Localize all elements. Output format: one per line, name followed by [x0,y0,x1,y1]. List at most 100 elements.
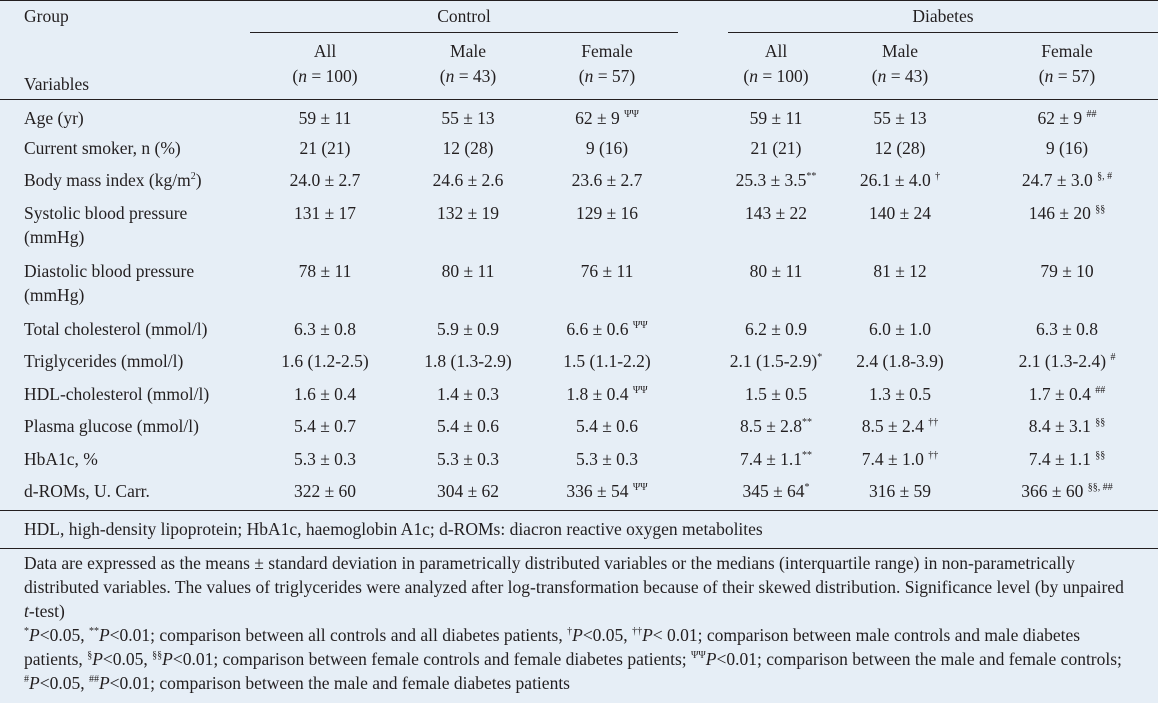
cell-value: 1.6 (1.2-2.5) [281,351,369,371]
subcol-n: (n = 100) [743,66,809,86]
cell-value: 140 ± 24 [868,202,932,223]
cell-value: 24.6 ± 2.6 [432,170,504,190]
subcol-n: (n = 57) [1038,66,1096,86]
table-cell: 2.1 (1.3-2.4) # [976,345,1158,378]
p-symbol: P [572,624,583,645]
significance-marker: ΨΨ [632,319,648,331]
table-cell: 24.6 ± 2.6 [400,164,536,197]
cell-value: 9 (16) [585,137,629,158]
table-body: Age (yr) 59 ± 11 55 ± 13 62 ± 9 ΨΨ 59 ± 11 55… [0,99,1158,510]
legend-marker: § [87,649,93,661]
n-symbol: n [749,66,758,86]
p-symbol: P [98,624,110,645]
row-label-text-cont: (mmHg) [24,284,85,305]
significance-marker: §§ [1095,203,1106,215]
subcol-name: All [764,41,788,61]
row-gap [678,99,728,132]
table-cell: 304 ± 62 [400,475,536,510]
table-cell: 5.3 ± 0.3 [536,443,678,476]
cell-value: 78 ± 11 [298,260,352,281]
table-cell: 24.7 ± 3.0 §, # [976,164,1158,197]
significance-marker: ΨΨ [632,384,648,396]
table-cell: 78 ± 11 [250,255,400,313]
table-cell: 7.4 ± 1.1** [728,443,824,476]
cell-value: 5.4 ± 0.6 [575,416,639,436]
significance-marker: ** [806,171,817,182]
significance-marker: ## [1086,108,1097,120]
table-row: d-ROMs, U. Carr. 322 ± 60 304 ± 62 336 ± 54… [0,475,1158,510]
table-cell: 6.3 ± 0.8 [250,313,400,346]
row-label: d-ROMs, U. Carr. [0,475,250,510]
table-cell: 6.6 ± 0.6 ΨΨ [536,313,678,346]
cell-value: 7.4 ± 1.1 [1028,448,1096,469]
cell-value: 1.8 ± 0.4 [566,383,633,404]
cell-value: 2.4 (1.8-3.9) [856,351,944,371]
footnote-abbreviations: HDL, high-density lipoprotein; HbA1c, ha… [24,518,763,539]
table-cell: 131 ± 17 [250,197,400,255]
row-gap [678,378,728,411]
significance-marker: §§, ## [1087,482,1113,493]
row-label: Systolic blood pressure (mmHg) [0,197,250,255]
table-row: Total cholesterol (mmol/l) 6.3 ± 0.8 5.9 ±… [0,313,1158,346]
row-gap [678,255,728,313]
table-cell: 345 ± 64* [728,475,824,510]
table-cell: 322 ± 60 [250,475,400,510]
row-label: Current smoker, n (%) [0,132,250,165]
table-cell: 21 (21) [250,132,400,165]
cell-value: 2.1 (1.5-2.9) [729,351,818,371]
cell-value: 5.4 ± 0.6 [436,416,500,436]
subcol-name: All [313,41,337,61]
table-cell: 9 (16) [976,132,1158,165]
significance-marker: ΨΨ [632,482,648,493]
table-cell: 7.4 ± 1.1 §§ [976,443,1158,476]
table-cell: 146 ± 20 §§ [976,197,1158,255]
significance-marker: † [935,171,941,182]
cell-value: 6.2 ± 0.9 [744,318,808,339]
table-cell: 1.5 ± 0.5 [728,378,824,411]
cell-value: 55 ± 13 [441,107,495,128]
row-label: Triglycerides (mmol/l) [0,345,250,378]
significance-marker: §§ [1095,417,1106,428]
table-cell: 62 ± 9 ΨΨ [536,99,678,132]
cell-value: 336 ± 54 [566,481,633,501]
table-cell: 1.6 (1.2-2.5) [250,345,400,378]
cell-value: 25.3 ± 3.5 [735,170,807,190]
cell-value: 1.5 ± 0.5 [744,383,808,404]
table-cell: 5.4 ± 0.6 [400,410,536,443]
table-cell: 336 ± 54 ΨΨ [536,475,678,510]
table-cell: 1.3 ± 0.5 [824,378,976,411]
row-label: Age (yr) [0,99,250,132]
table-cell: 55 ± 13 [824,99,976,132]
row-label-text: Plasma glucose (mmol/l) [24,416,199,436]
cell-value: 304 ± 62 [436,481,500,501]
table-cell: 80 ± 11 [400,255,536,313]
variables-header: Variables [24,73,90,94]
cell-value: 129 ± 16 [575,202,639,223]
table-cell: 8.5 ± 2.8** [728,410,824,443]
subcol-header: Male (n = 43) [824,33,976,99]
table-row: Systolic blood pressure (mmHg) 131 ± 17 132… [0,197,1158,255]
table-cell: 366 ± 60 §§, ## [976,475,1158,510]
n-symbol: n [445,66,455,86]
table-cell: 2.4 (1.8-3.9) [824,345,976,378]
row-label: Body mass index (kg/m2) [24,170,202,190]
significance-marker: ** [802,449,813,461]
p-symbol: P [162,648,173,669]
significance-marker: †† [928,417,939,428]
table-cell: 129 ± 16 [536,197,678,255]
cell-value: 26.1 ± 4.0 [859,170,936,190]
table-cell: 76 ± 11 [536,255,678,313]
cell-value: 7.4 ± 1.1 [739,448,803,469]
table-row: Current smoker, n (%) 21 (21) 12 (28) 9 (16… [0,132,1158,165]
subcol-name: Male [450,41,486,61]
row-label: Plasma glucose (mmol/l) [0,410,250,443]
table-row: Diastolic blood pressure (mmHg) 78 ± 11 80 … [0,255,1158,313]
table-cell: 1.4 ± 0.3 [400,378,536,411]
cell-value: 76 ± 11 [580,260,634,281]
top-rule [0,0,1158,1]
table-cell: 1.8 ± 0.4 ΨΨ [536,378,678,411]
table-cell: 1.7 ± 0.4 ## [976,378,1158,411]
table-cell: 1.8 (1.3-2.9) [400,345,536,378]
significance-marker: §, # [1097,171,1113,182]
significance-marker: ** [802,417,813,428]
